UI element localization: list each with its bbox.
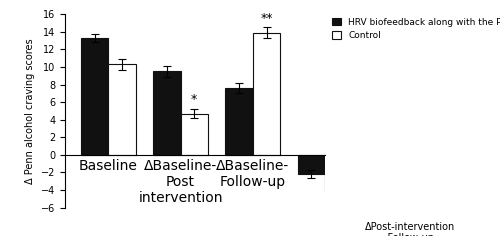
Bar xyxy=(153,71,180,155)
Bar xyxy=(81,38,108,155)
Bar xyxy=(180,114,208,155)
Bar xyxy=(108,64,136,155)
Bar xyxy=(298,155,325,174)
Text: ΔPost-intervention
-Follow-up: ΔPost-intervention -Follow-up xyxy=(365,222,455,236)
Legend: HRV biofeedback along with the PMK model, Control: HRV biofeedback along with the PMK model… xyxy=(330,15,500,43)
Bar xyxy=(325,155,352,191)
Text: *: * xyxy=(191,93,198,106)
Y-axis label: Δ Penn alcohol craving scores: Δ Penn alcohol craving scores xyxy=(26,38,36,184)
Text: **: ** xyxy=(260,12,273,25)
Bar xyxy=(226,88,253,155)
Bar xyxy=(253,33,280,155)
